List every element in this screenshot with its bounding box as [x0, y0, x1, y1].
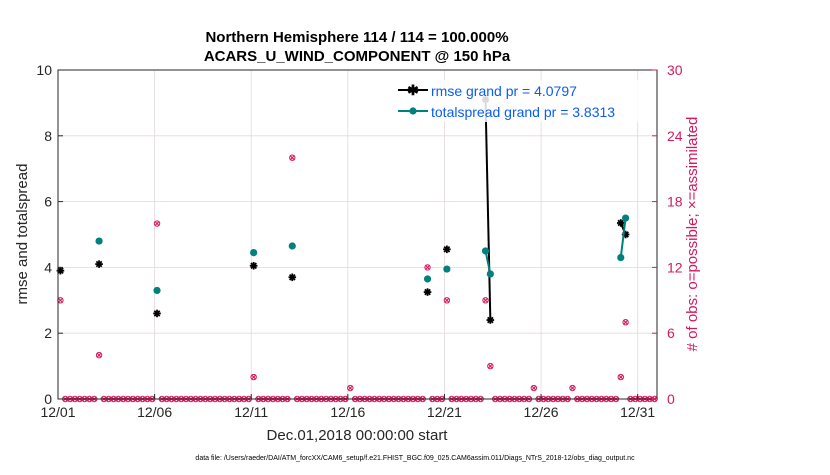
x-tick-label: 12/16 — [330, 404, 365, 420]
rmse-point-stroke — [617, 219, 625, 227]
totalspread-point — [153, 286, 161, 295]
rmse-point-stroke — [57, 267, 64, 275]
plot-frame — [57, 69, 658, 400]
rmse-point-stroke — [95, 260, 103, 268]
obs-assimilated-marker — [531, 385, 537, 391]
series — [56, 95, 630, 324]
rmse-point-stroke — [424, 288, 431, 296]
rmse-point-stroke — [153, 310, 161, 317]
obs-possible-marker — [153, 220, 161, 227]
y-right-tick-label: 24 — [667, 128, 683, 144]
rmse-point — [616, 219, 625, 227]
totalspread-point — [95, 237, 103, 245]
y-left-tick-label: 0 — [44, 391, 52, 407]
obs-possible-marker — [250, 373, 257, 381]
y-left-tick-label: 2 — [44, 325, 52, 341]
rmse-point — [443, 245, 451, 254]
legend-totalspread-marker — [409, 107, 417, 115]
totalspread-point — [288, 242, 296, 250]
ticks: 12/01 12/06 12/11 12/16 12/21 12/26 12/3102468… — [36, 62, 682, 420]
totalspread-point — [481, 247, 490, 255]
obs-assimilated-marker — [569, 385, 576, 391]
rmse-point — [486, 316, 495, 324]
obs-assimilated-marker — [444, 297, 450, 303]
obs-assimilated-marker — [57, 297, 64, 303]
rmse-segment — [484, 99, 492, 321]
rmse-point — [288, 273, 297, 282]
obs-possible-marker — [617, 373, 624, 381]
obs-assimilated-marker — [424, 264, 431, 270]
obs-possible-marker — [443, 297, 451, 304]
legend-rmse-label: rmse grand pr = 4.0797 — [431, 83, 577, 99]
y-left-tick-label: 8 — [44, 128, 52, 144]
obs-assimilated-marker — [289, 155, 295, 161]
totalspread-point — [617, 253, 625, 262]
legend-box — [396, 80, 652, 122]
footer-data-file: data file: /Users/raeder/DAI/ATM_forcXX/… — [195, 455, 635, 462]
obs-possible-marker — [482, 297, 489, 304]
obs-markers — [57, 154, 658, 403]
totalspread-segment — [619, 217, 627, 258]
obs-assimilated-marker — [482, 297, 489, 303]
legend-rmse-marker: ✱ — [407, 82, 419, 98]
obs-possible-marker — [487, 362, 494, 370]
y-left-tick-label: 10 — [36, 62, 52, 78]
obs-assimilated-marker — [154, 220, 160, 227]
x-tick-label: 12/06 — [137, 404, 172, 420]
x-tick-label: 12/11 — [234, 404, 268, 420]
y-right-tick-label: 18 — [667, 194, 683, 210]
rmse-point — [423, 288, 432, 296]
chart-title-line2: ACARS_U_WIND_COMPONENT @ 150 hPa — [204, 48, 511, 65]
legend: ✱ rmse grand pr = 4.0797 totalspread gra… — [396, 80, 652, 122]
obs-possible-marker — [347, 384, 354, 392]
obs-possible-marker — [289, 154, 296, 161]
rmse-point-stroke — [288, 273, 296, 281]
y-axis-label-right: # of obs: o=possible; ×=assimilated — [684, 117, 701, 352]
obs-possible-marker — [530, 384, 538, 392]
x-axis-label: Dec.01,2018 00:00:00 start — [267, 427, 449, 444]
y-right-tick-label: 0 — [667, 391, 675, 407]
obs-possible-marker — [569, 384, 576, 392]
obs-possible-marker — [95, 351, 103, 359]
obs-assimilated-marker — [96, 352, 102, 358]
y-right-tick-label: 6 — [667, 325, 675, 341]
x-tick-label: 12/31 — [620, 404, 655, 420]
obs-possible-marker — [424, 264, 431, 271]
x-tick-label: 12/26 — [524, 404, 559, 420]
totalspread-point — [622, 214, 630, 222]
x-tick-label: 12/21 — [427, 404, 462, 420]
rmse-point-stroke — [443, 245, 451, 253]
legend-totalspread-label: totalspread grand pr = 3.8313 — [431, 104, 615, 120]
totalspread-point — [423, 275, 432, 283]
obs-assimilated-marker — [251, 374, 257, 380]
obs-assimilated-marker — [487, 363, 493, 369]
rmse-point — [249, 261, 258, 270]
totalspread-point — [443, 265, 451, 273]
obs-assimilated-marker — [347, 385, 353, 391]
rmse-point — [153, 309, 161, 318]
y-left-tick-label: 6 — [44, 194, 52, 210]
y-left-tick-label: 4 — [44, 259, 52, 275]
obs-assimilated-marker — [618, 374, 624, 380]
y-right-tick-label: 30 — [667, 62, 683, 78]
x-tick-label: 12/01 — [40, 404, 75, 420]
y-axis-label-left: rmse and totalspread — [14, 164, 31, 305]
obs-assimilated-marker — [623, 319, 629, 325]
totalspread-segment — [484, 250, 492, 275]
totalspread-point — [486, 270, 494, 278]
rmse-point-stroke — [250, 262, 257, 270]
obs-possible-marker — [622, 319, 629, 326]
chart-title-line1: Northern Hemisphere 114 / 114 = 100.000% — [205, 29, 508, 46]
rmse-point-stroke — [487, 316, 494, 324]
totalspread-point — [250, 248, 258, 257]
y-right-tick-label: 12 — [667, 259, 683, 275]
rmse-point — [95, 260, 103, 268]
